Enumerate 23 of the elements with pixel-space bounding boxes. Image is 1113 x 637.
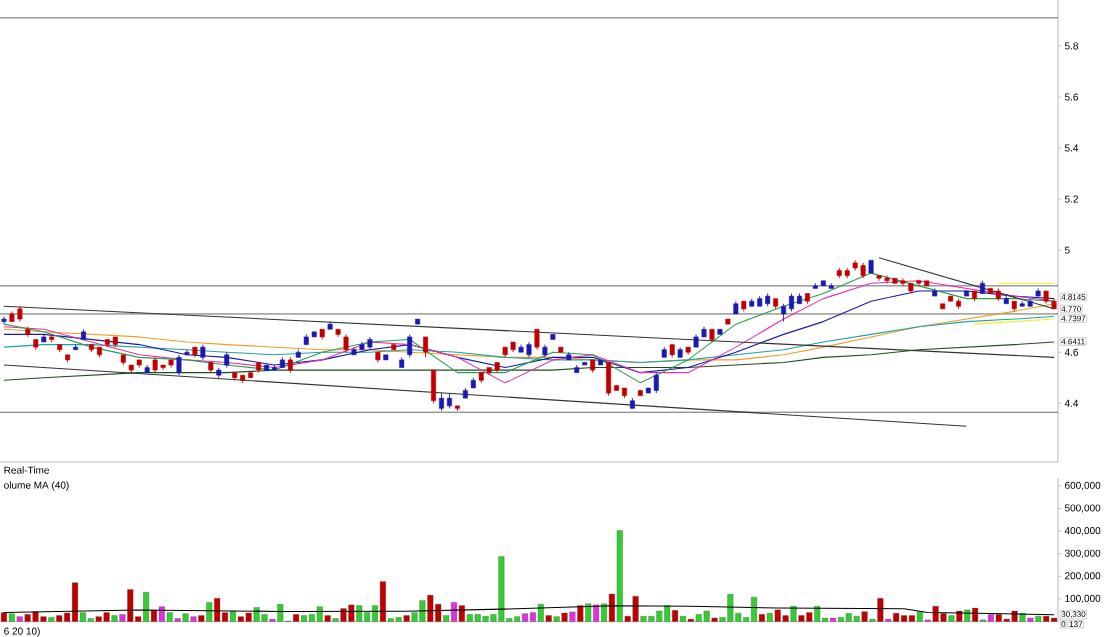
text: 4.6411 [1061, 338, 1085, 345]
y-tick-label: 300,000 [1064, 549, 1101, 558]
y-tick-label: 4.6 [1064, 348, 1079, 356]
text: 6 20 10) [4, 627, 40, 637]
annotation: olume MA (40) [4, 481, 69, 491]
text: 137 [1069, 621, 1083, 628]
text: Real-Time [4, 466, 49, 474]
y-tick-label: 5 [1064, 246, 1070, 254]
y-tick-label: 5.6 [1064, 93, 1079, 101]
text: 4.8145 [1061, 294, 1086, 300]
text: 0 [1061, 621, 1066, 628]
text: 4.770 [1061, 306, 1081, 312]
y-tick-label: 100,000 [1065, 594, 1101, 604]
y-tick-label: 400,000 [1064, 527, 1101, 536]
y-tick-label: 4.4 [1064, 399, 1079, 407]
y-tick-label: 5.4 [1064, 144, 1079, 152]
text: 4.7397 [1061, 315, 1086, 322]
text: 30,330 [1061, 611, 1086, 618]
y-tick-label: 600,000 [1065, 481, 1101, 491]
y-tick-label: 200,000 [1065, 572, 1101, 581]
y-tick-label: 5.8 [1064, 42, 1079, 50]
y-tick-label: 500,000 [1064, 504, 1101, 513]
y-tick-label: 5.2 [1064, 195, 1078, 203]
